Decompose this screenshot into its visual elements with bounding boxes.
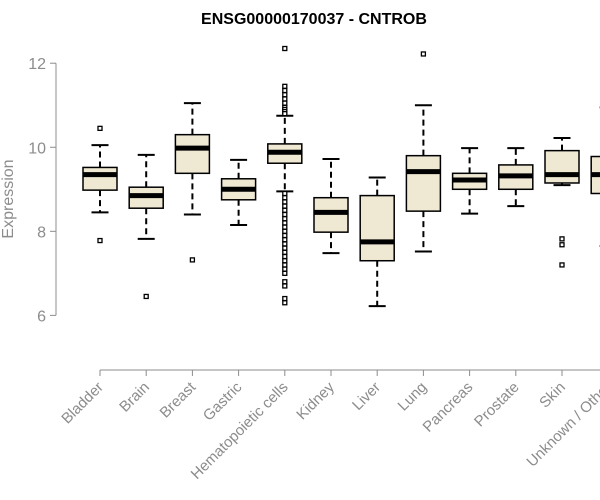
x-tick-label-skin: Skin [536, 379, 569, 412]
outlier-bladder [97, 237, 103, 244]
y-tick-label: 6 [37, 308, 46, 325]
outlier-hematopoietic-cells [282, 295, 288, 302]
outlier-hematopoietic-cells [282, 92, 288, 98]
x-tick-label-lung: Lung [395, 379, 431, 415]
outlier-hematopoietic-cells [282, 232, 288, 239]
box-skin [544, 149, 580, 184]
outlier-hematopoietic-cells [282, 87, 288, 94]
x-tick-label-pancreas: Pancreas [420, 379, 477, 436]
outlier-hematopoietic-cells [282, 228, 288, 234]
outlier-breast [189, 257, 196, 263]
box-group-brain [128, 153, 164, 300]
box-group-gastric [220, 158, 257, 227]
outlier-hematopoietic-cells [282, 300, 288, 306]
outlier-hematopoietic-cells [282, 199, 288, 205]
box-group-skin [544, 137, 580, 268]
outlier-hematopoietic-cells [282, 190, 288, 197]
box-group-liver [359, 176, 395, 308]
x-tick-label-brain: Brain [116, 379, 153, 416]
y-tick-label: 10 [28, 140, 46, 157]
outlier-hematopoietic-cells [282, 83, 288, 89]
outlier-hematopoietic-cells [282, 220, 288, 226]
outlier-skin [559, 242, 565, 248]
y-tick-label: 12 [28, 56, 46, 73]
x-tick-label-prostate: Prostate [471, 379, 523, 431]
box-group-prostate [498, 147, 534, 208]
y-axis: 6 8 10 12 [28, 56, 57, 325]
box-lung [405, 154, 442, 212]
outlier-brain [143, 293, 149, 300]
x-tick-label-kidney: Kidney [293, 378, 338, 423]
outlier-hematopoietic-cells [282, 203, 288, 209]
plot-area [82, 45, 600, 308]
box-breast [174, 133, 211, 175]
box-kidney [313, 196, 349, 233]
box-group-breast [174, 102, 211, 263]
outlier-hematopoietic-cells [282, 207, 288, 213]
x-tick-label-liver: Liver [349, 379, 384, 414]
outlier-skin [559, 236, 565, 242]
y-tick-label: 8 [37, 224, 46, 241]
outlier-hematopoietic-cells [282, 45, 288, 52]
box-group-lung [405, 51, 442, 253]
outlier-hematopoietic-cells [282, 283, 288, 289]
box-group-pancreas [451, 147, 488, 215]
outlier-lung [420, 51, 427, 57]
x-tick-label-breast: Breast [157, 378, 200, 421]
box-group-kidney [313, 158, 349, 255]
y-axis-label: Expression [0, 159, 17, 238]
outlier-hematopoietic-cells [282, 211, 288, 218]
outlier-hematopoietic-cells [282, 270, 288, 276]
outlier-hematopoietic-cells [282, 258, 288, 264]
outlier-hematopoietic-cells [282, 96, 288, 102]
x-tick-label-gastric: Gastric [200, 378, 246, 424]
box-group-unknown-other [590, 106, 600, 248]
outlier-hematopoietic-cells [282, 216, 288, 222]
outlier-hematopoietic-cells [282, 245, 288, 251]
outlier-hematopoietic-cells [282, 279, 288, 285]
outlier-hematopoietic-cells [282, 110, 288, 117]
outlier-hematopoietic-cells [282, 249, 288, 255]
outlier-hematopoietic-cells [282, 195, 288, 201]
x-tick-label-bladder: Bladder [58, 379, 107, 428]
outlier-hematopoietic-cells [282, 100, 288, 106]
box-liver [359, 194, 395, 262]
outlier-hematopoietic-cells [282, 241, 288, 247]
outlier-bladder [97, 125, 103, 132]
outlier-hematopoietic-cells [282, 266, 288, 272]
outlier-hematopoietic-cells [282, 253, 288, 260]
outlier-skin [559, 262, 565, 268]
box-group-bladder [82, 125, 118, 244]
outlier-hematopoietic-cells [282, 237, 288, 243]
box-group-hematopoietic-cells [267, 45, 303, 306]
outlier-hematopoietic-cells [282, 262, 288, 268]
outlier-hematopoietic-cells [282, 224, 288, 230]
box-bladder [82, 166, 118, 191]
chart-title: ENSG00000170037 - CNTROB [201, 11, 427, 28]
